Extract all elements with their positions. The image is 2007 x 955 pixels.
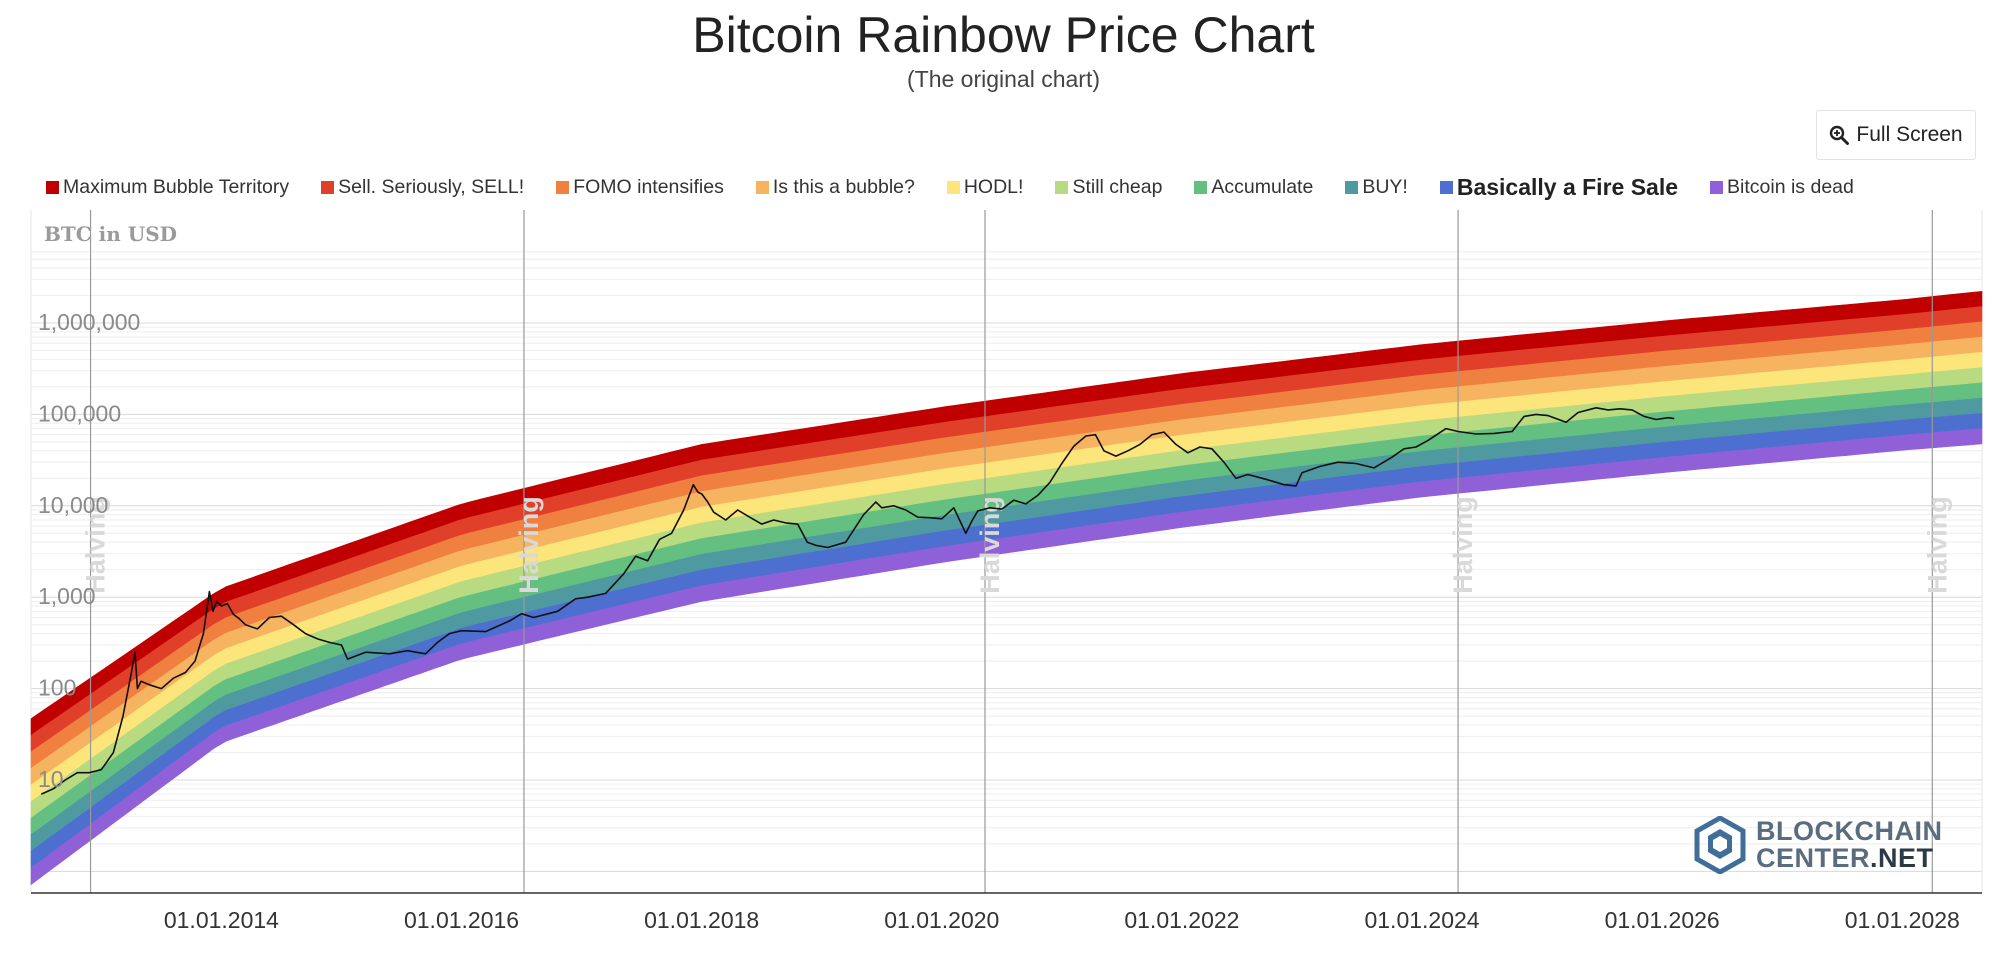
halving-label: Halving — [1922, 496, 1952, 594]
legend-item[interactable]: Is this a bubble? — [755, 175, 915, 199]
halving-label: Halving — [81, 496, 111, 594]
y-tick-label: 100,000 — [38, 400, 121, 426]
y-axis-title: BTC in USD — [44, 222, 177, 246]
legend-label: Sell. Seriously, SELL! — [338, 175, 525, 198]
legend-swatch — [46, 180, 59, 194]
y-tick-label: 100 — [38, 675, 76, 701]
full-screen-label: Full Screen — [1856, 123, 1963, 146]
x-tick-label: 01.01.2018 — [644, 907, 759, 933]
legend-item[interactable]: Accumulate — [1194, 176, 1313, 199]
legend: Maximum Bubble Territory Sell. Seriously,… — [46, 172, 1886, 202]
x-tick-label: 01.01.2016 — [404, 907, 519, 933]
full-screen-button[interactable]: Full Screen — [1816, 110, 1976, 160]
legend-item[interactable]: Still cheap — [1055, 176, 1162, 199]
zoom-in-icon — [1830, 125, 1850, 145]
legend-item[interactable]: Sell. Seriously, SELL! — [321, 176, 524, 199]
y-axis-labels: BTC in USD 10 100 1,000 10,000 100,000 1,000,0… — [38, 222, 177, 792]
x-tick-label: 01.01.2028 — [1845, 907, 1960, 933]
price-series — [40, 407, 1675, 795]
legend-swatch — [556, 180, 570, 194]
legend-swatch — [321, 180, 335, 194]
legend-label: BUY! — [1362, 175, 1408, 198]
legend-swatch — [1710, 180, 1724, 194]
logo-line-2: CENTER.NET — [1756, 845, 1943, 872]
legend-swatch — [1345, 180, 1359, 194]
x-axis-labels: 01.01.2014 01.01.2016 01.01.2018 01.01.2020… — [164, 907, 1960, 933]
legend-label: Accumulate — [1211, 175, 1314, 198]
legend-label: Still cheap — [1072, 175, 1163, 198]
legend-swatch — [946, 180, 960, 194]
halving-label: Halving — [1448, 496, 1478, 594]
y-tick-label: 1,000 — [38, 583, 96, 609]
legend-swatch — [755, 180, 769, 194]
cube-logo-icon — [1694, 816, 1746, 874]
halving-label: Halving — [514, 496, 544, 594]
blockchaincenter-logo: BLOCKCHAIN CENTER.NET — [1694, 816, 1943, 874]
chart-subtitle: (The original chart) — [906, 66, 1101, 92]
x-tick-label: 01.01.2022 — [1124, 907, 1239, 933]
halving-lines: Halving Halving Halving Halving Halving — [81, 210, 1952, 893]
x-tick-label: 01.01.2024 — [1364, 907, 1479, 933]
legend-item[interactable]: Bitcoin is dead — [1710, 176, 1854, 199]
chart-title: Bitcoin Rainbow Price Chart — [692, 7, 1315, 63]
y-tick-label: 10,000 — [38, 492, 108, 518]
legend-label: Bitcoin is dead — [1727, 175, 1854, 198]
legend-swatch — [1194, 180, 1208, 194]
halving-label: Halving — [975, 496, 1005, 594]
legend-item[interactable]: Maximum Bubble Territory — [46, 176, 289, 199]
legend-swatch — [1055, 180, 1069, 194]
legend-swatch — [1439, 180, 1453, 194]
x-tick-label: 01.01.2020 — [884, 907, 999, 933]
legend-label: FOMO intensifies — [573, 175, 724, 198]
legend-item[interactable]: BUY! — [1345, 176, 1408, 199]
y-tick-label: 10 — [38, 766, 64, 792]
x-tick-label: 01.01.2014 — [164, 907, 279, 933]
y-tick-label: 1,000,000 — [38, 309, 140, 335]
legend-label: HODL! — [963, 175, 1024, 198]
legend-label: Basically a Fire Sale — [1456, 173, 1679, 200]
rainbow-band — [30, 428, 1983, 886]
logo-line-1: BLOCKCHAIN — [1756, 816, 1943, 846]
legend-item[interactable]: FOMO intensifies — [556, 176, 724, 199]
legend-item[interactable]: HODL! — [946, 175, 1024, 199]
logo-dotnet: .NET — [1870, 843, 1934, 873]
logo-center: CENTER — [1756, 843, 1871, 873]
legend-item[interactable]: Basically a Fire Sale — [1439, 173, 1679, 201]
x-tick-label: 01.01.2026 — [1605, 907, 1720, 933]
legend-label: Is this a bubble? — [772, 175, 915, 198]
rainbow-bands — [30, 290, 1983, 886]
price-line — [40, 407, 1675, 795]
legend-label: Maximum Bubble Territory — [63, 175, 290, 198]
